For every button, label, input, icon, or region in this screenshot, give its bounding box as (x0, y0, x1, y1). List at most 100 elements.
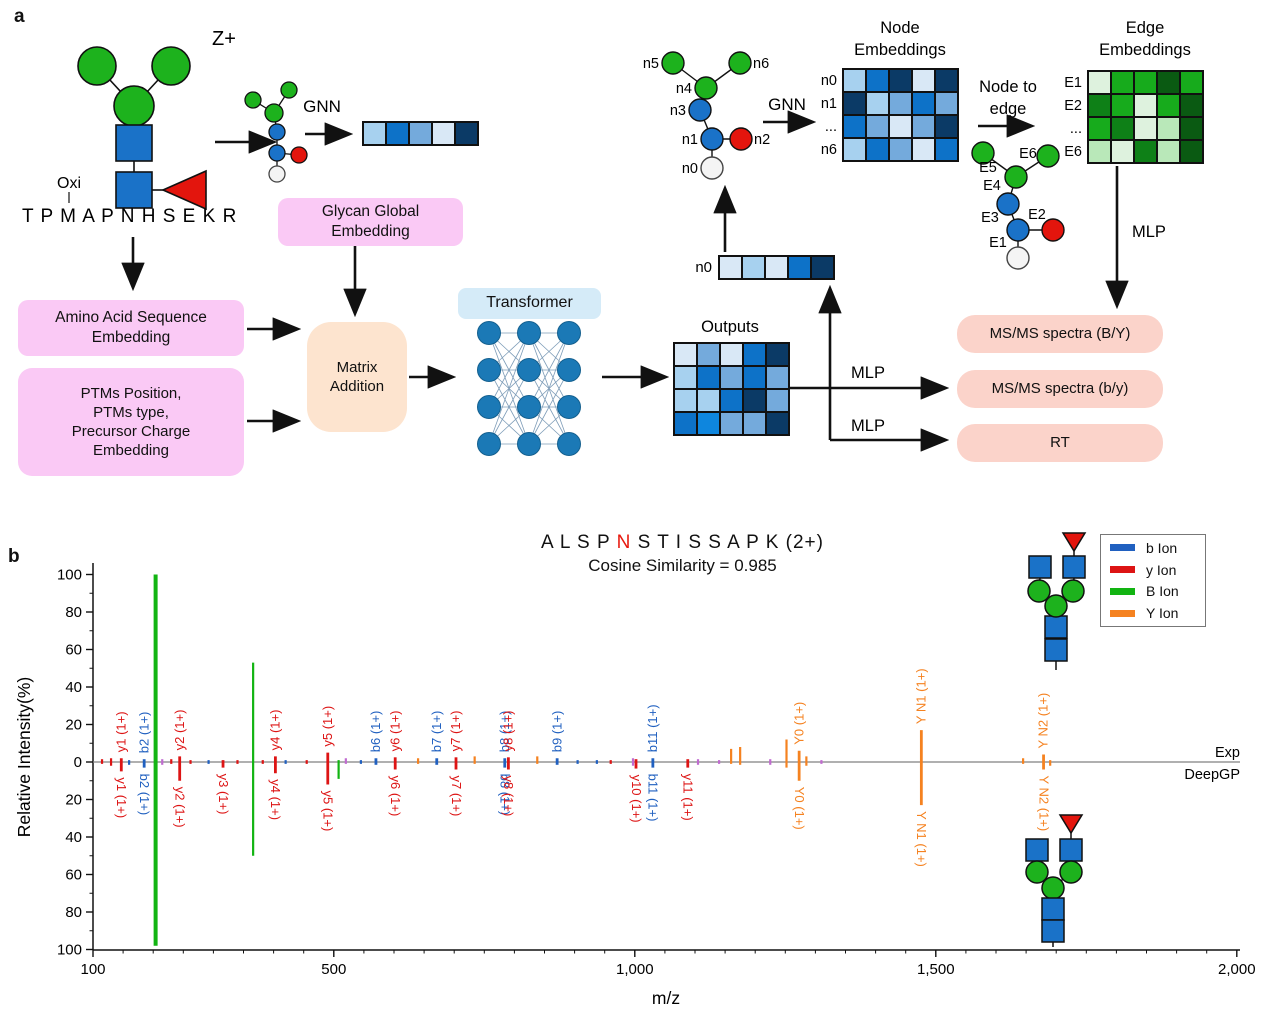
mlp-label: MLP (1132, 223, 1166, 241)
nn-node (557, 432, 581, 456)
y-tick-label: 20 (65, 717, 82, 734)
peak-label: b8 (1+) (498, 774, 513, 816)
glycan-global-embedding-box: Glycan Global Embedding (278, 198, 463, 246)
svg-text:n0: n0 (821, 73, 837, 89)
matrix-cell (1088, 140, 1111, 163)
edge-embeddings-row-labels: E1 E2 ... E6 (1064, 75, 1082, 160)
matrix-cell (866, 92, 889, 115)
matrix-cell (912, 115, 935, 138)
matrix-cell (912, 92, 935, 115)
y-tick-label: 100 (57, 942, 82, 959)
n0-vector-matrix (718, 255, 835, 280)
panel-b-label: b (8, 546, 20, 567)
peak-label: Y N1 (1+) (914, 668, 929, 724)
peak-label: Y0 (1+) (791, 702, 806, 745)
peak-label: y10 (1+) (629, 775, 644, 823)
legend-swatch (1110, 566, 1135, 574)
matrix-cell (719, 256, 742, 279)
outputs-title: Outputs (701, 318, 759, 336)
peak-label: y2 (1+) (172, 710, 187, 751)
svg-text:n1: n1 (821, 96, 837, 112)
hexose-icon (151, 46, 191, 86)
x-tick-label: 1,500 (917, 961, 955, 978)
hexnac-icon (115, 171, 153, 209)
title-seq-pre: A L S P (541, 532, 617, 553)
peak-label: b11 (1+) (646, 774, 661, 822)
svg-text:n6: n6 (753, 56, 769, 72)
matrix-cell (720, 343, 743, 366)
legend-swatch (1110, 544, 1135, 552)
peak-label: Y N1 (1+) (914, 811, 929, 867)
matrix-cell (455, 122, 478, 145)
matrix-cell (866, 115, 889, 138)
node-embeddings-row-labels: n0 n1 ... n6 (821, 73, 837, 158)
panel-a-label: a (14, 6, 25, 27)
edge-matrix (1087, 70, 1204, 164)
matrix-cell (674, 343, 697, 366)
peak-label: y1 (1+) (113, 711, 128, 752)
matrix-cell (1157, 117, 1180, 140)
oxi-label: Oxi (57, 175, 81, 192)
nn-node (557, 321, 581, 345)
svg-text:E5: E5 (979, 160, 997, 176)
title-glycosite: N (616, 532, 632, 553)
transformer-box: Transformer (458, 288, 601, 319)
svg-text:Node to: Node to (979, 78, 1037, 96)
gnn-label: GNN (768, 95, 806, 114)
flow-arrows (121, 110, 1129, 452)
legend-item: b Ion (1101, 538, 1205, 558)
nn-node (557, 358, 581, 382)
y-tick-label: 0 (74, 754, 82, 771)
outputs-matrix (673, 342, 790, 436)
matrix-cell (765, 256, 788, 279)
title-seq-post: S T I S S A P K (631, 532, 786, 553)
y-tick-label: 100 (57, 567, 82, 584)
matrix-cell (766, 343, 789, 366)
msms-spectra-by-box: MS/MS spectra (b/y) (957, 370, 1163, 408)
peak-label: b8 (1+) (497, 711, 512, 753)
matrix-cell (843, 138, 866, 161)
gnn-label: GNN (303, 97, 341, 116)
peak-label: y5 (1+) (321, 791, 336, 832)
exp-series-label: Exp (1215, 745, 1240, 761)
matrix-cell (1157, 140, 1180, 163)
matrix-cell (1134, 140, 1157, 163)
matrix-cell (889, 138, 912, 161)
matrix-cell (935, 115, 958, 138)
y-tick-label: 20 (65, 792, 82, 809)
peak-label: y8 (1+) (501, 710, 516, 751)
legend-label: y Ion (1146, 561, 1177, 578)
matrix-cell (1180, 140, 1203, 163)
matrix-cell (935, 138, 958, 161)
y-axis-title: Relative Intensity(%) (14, 677, 34, 837)
peak-label: b9 (1+) (549, 711, 564, 753)
matrix-cell (1088, 71, 1111, 94)
matrix-cell (674, 366, 697, 389)
peak-label: y4 (1+) (268, 779, 283, 820)
glycan-cartoon-pred (1025, 814, 1084, 947)
matrix-cell (912, 138, 935, 161)
peak-label: Y0 (1+) (792, 787, 807, 830)
matrix-cell (697, 366, 720, 389)
nn-node (517, 432, 541, 456)
peak-label: y8 (1+) (501, 776, 516, 817)
peak-label: y11 (1+) (681, 774, 696, 821)
matrix-cell (742, 256, 765, 279)
title-charge: (2+) (785, 532, 824, 553)
matrix-cell (889, 69, 912, 92)
matrix-cell (811, 256, 834, 279)
glycopeptide-structure (77, 46, 207, 211)
hexnac-icon (115, 124, 153, 162)
matrix-cell (1180, 94, 1203, 117)
matrix-cell (1134, 117, 1157, 140)
legend: b Ion y Ion B Ion Y Ion (1100, 534, 1206, 627)
msms-spectra-BY-box: MS/MS spectra (B/Y) (957, 315, 1163, 353)
matrix-cell (843, 115, 866, 138)
peak-label: y3 (1+) (216, 774, 231, 815)
peak-label: b7 (1+) (429, 711, 444, 753)
matrix-cell (697, 412, 720, 435)
svg-text:n6: n6 (821, 142, 837, 158)
nn-node (477, 432, 501, 456)
